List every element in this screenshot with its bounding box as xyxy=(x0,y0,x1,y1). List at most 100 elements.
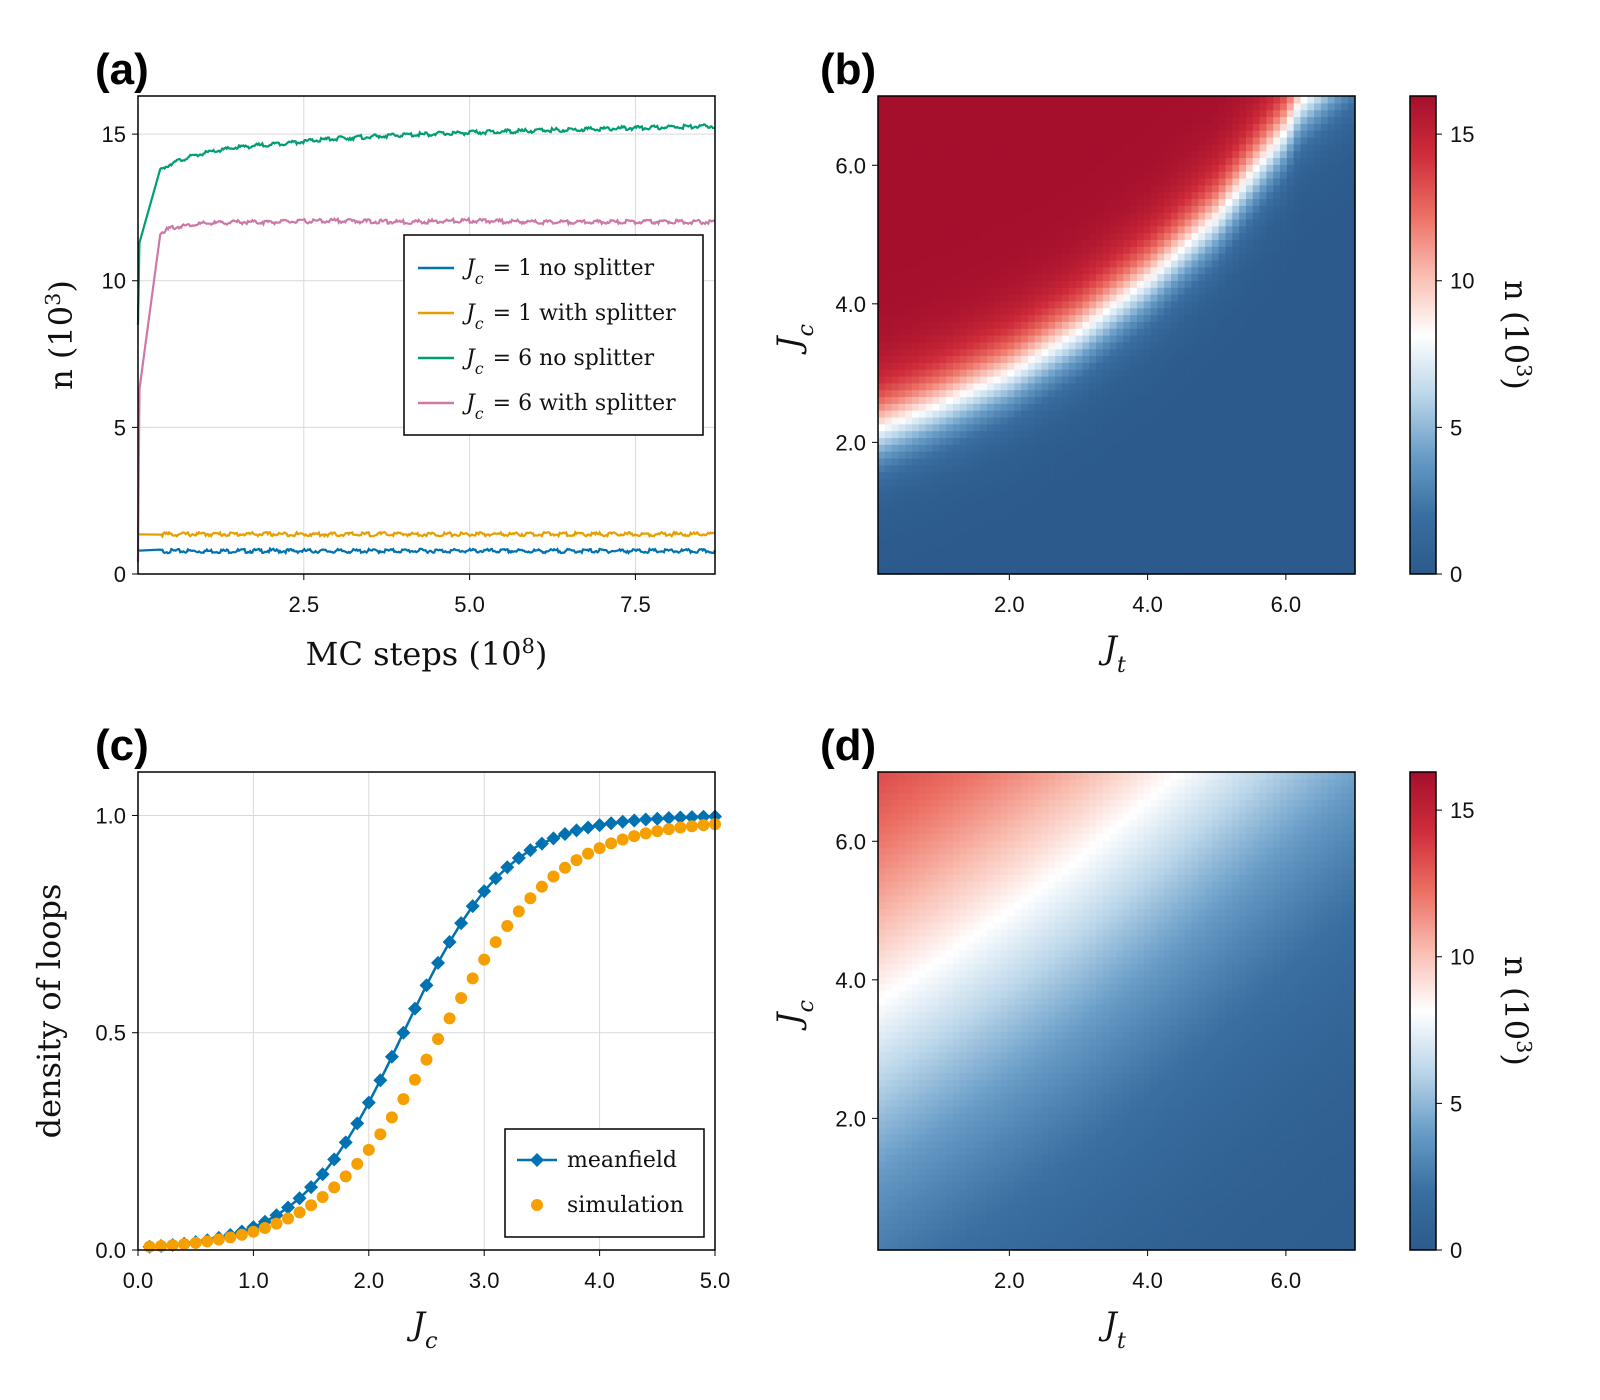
heat-cell xyxy=(1055,546,1063,555)
y-tick-label: 6.0 xyxy=(835,153,866,178)
heat-cell xyxy=(966,362,974,370)
heat-cell xyxy=(1027,136,1036,145)
heat-cell xyxy=(1096,96,1104,104)
heat-cell xyxy=(1109,519,1118,527)
heat-cell xyxy=(1109,464,1118,473)
heat-cell xyxy=(1000,307,1009,316)
heat-cell xyxy=(905,157,913,165)
heat-cell xyxy=(1327,177,1336,186)
heat-cell xyxy=(1061,444,1070,452)
heat-cell xyxy=(1136,533,1145,541)
heat-cell xyxy=(1041,205,1049,213)
heat-cell xyxy=(1232,314,1240,322)
legend-entry: Jc = 6 with splitter xyxy=(462,391,676,423)
heat-cell xyxy=(878,553,886,561)
heat-cell xyxy=(1300,198,1308,206)
heat-cell xyxy=(1171,109,1179,118)
heat-cell xyxy=(1327,533,1336,541)
heat-cell xyxy=(1293,519,1302,527)
heat-cell xyxy=(1314,184,1322,193)
heat-cell xyxy=(1014,437,1022,445)
heat-cell xyxy=(898,457,906,466)
heat-cell xyxy=(1068,205,1077,213)
heat-cell xyxy=(918,553,927,561)
heat-cell xyxy=(1280,300,1288,309)
heat-cell xyxy=(1198,485,1206,493)
heat-cell xyxy=(925,498,934,507)
heat-cell xyxy=(1341,184,1349,193)
heat-cell xyxy=(1259,457,1268,466)
heat-cell xyxy=(1089,389,1097,398)
heat-cell xyxy=(1082,519,1090,527)
heat-cell xyxy=(1348,136,1356,145)
heat-cell xyxy=(925,150,934,159)
heat-cell xyxy=(1109,177,1118,186)
heat-cell xyxy=(1130,205,1138,213)
heat-cell xyxy=(1089,280,1097,288)
heat-cell xyxy=(1341,294,1349,302)
heat-cell xyxy=(1286,212,1295,220)
heat-cell xyxy=(1334,478,1342,486)
heat-cell xyxy=(932,280,940,288)
heat-cell xyxy=(1034,143,1043,152)
heat-cell xyxy=(966,423,974,432)
heat-cell xyxy=(1334,239,1342,247)
heat-cell xyxy=(973,567,981,575)
heat-cell xyxy=(1259,321,1268,329)
heat-cell xyxy=(1266,498,1274,507)
heat-cell xyxy=(1041,348,1049,357)
heat-cell xyxy=(1034,355,1043,363)
heat-cell xyxy=(932,96,940,104)
heat-cell xyxy=(912,102,920,111)
heat-cell xyxy=(1068,451,1077,459)
heat-cell xyxy=(1191,444,1199,452)
heat-cell xyxy=(1286,451,1295,459)
heat-cell xyxy=(1259,437,1268,445)
heat-cell xyxy=(1239,225,1247,234)
heat-cell xyxy=(1082,410,1090,418)
heat-cell xyxy=(1245,253,1254,261)
heat-cell xyxy=(1198,471,1206,479)
heat-cell xyxy=(1293,526,1302,534)
heat-cell xyxy=(1266,177,1274,186)
heat-cell xyxy=(1334,280,1342,288)
heat-cell xyxy=(1123,382,1131,391)
heat-cell xyxy=(932,492,940,500)
heat-cell xyxy=(1021,498,1029,507)
heat-cell xyxy=(1157,369,1165,377)
heat-cell xyxy=(980,130,988,138)
heat-cell xyxy=(1300,259,1308,268)
heat-cell xyxy=(898,560,906,568)
heat-cell xyxy=(1014,150,1022,159)
heat-cell xyxy=(1082,246,1090,254)
heat-cell xyxy=(1089,287,1097,295)
heat-cell xyxy=(1143,369,1152,377)
heat-cell xyxy=(1300,567,1308,575)
heat-cell xyxy=(1082,116,1090,124)
heat-cell xyxy=(884,232,893,240)
heat-cell xyxy=(946,321,954,329)
heat-cell xyxy=(1205,157,1213,165)
heat-cell xyxy=(1184,205,1193,213)
heat-cell xyxy=(966,437,974,445)
heat-cell xyxy=(952,382,961,391)
heat-cell xyxy=(1205,492,1213,500)
heat-cell xyxy=(891,526,900,534)
heat-cell xyxy=(980,143,988,152)
heat-cell xyxy=(1314,451,1322,459)
heat-cell xyxy=(1027,335,1036,343)
heat-cell xyxy=(1177,96,1186,104)
heat-cell xyxy=(1061,539,1070,548)
heat-cell xyxy=(973,498,981,507)
heat-cell xyxy=(1314,239,1322,247)
heat-cell xyxy=(932,191,940,200)
heat-cell xyxy=(1273,150,1281,159)
heat-cell xyxy=(1041,259,1049,268)
heat-cell xyxy=(1116,430,1124,439)
heat-cell xyxy=(959,341,968,350)
heat-cell xyxy=(1225,355,1233,363)
heat-cell xyxy=(1252,253,1261,261)
heat-cell xyxy=(1280,526,1288,534)
heat-cell xyxy=(925,157,934,165)
heat-cell xyxy=(1041,451,1049,459)
